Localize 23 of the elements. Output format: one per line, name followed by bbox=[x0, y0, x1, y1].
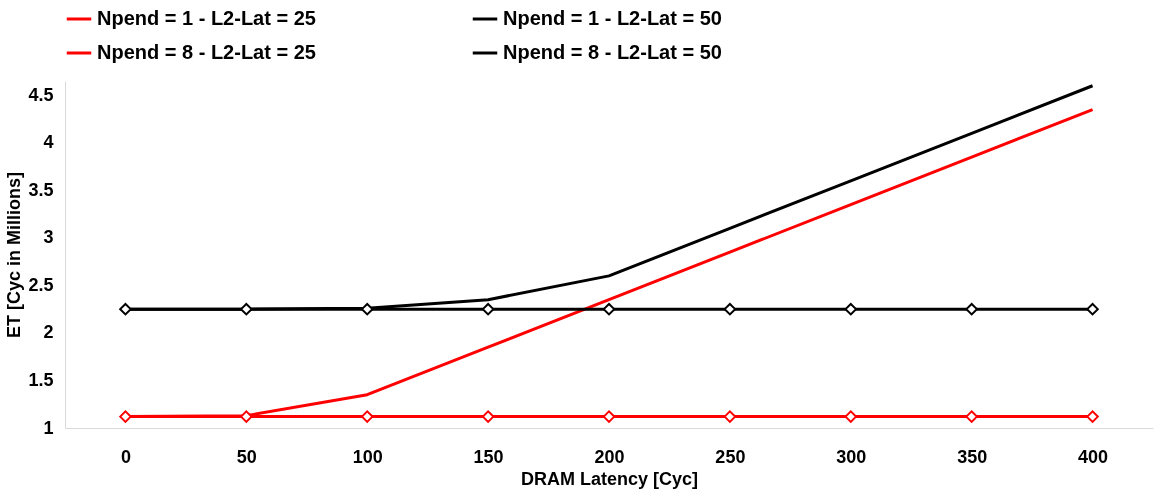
y-tick-label: 2 bbox=[43, 322, 54, 343]
y-tick-label: 3 bbox=[43, 227, 54, 248]
x-tick-label: 50 bbox=[236, 446, 257, 467]
y-axis-title: ET [Cyc in Millions] bbox=[4, 171, 25, 339]
legend-label: Npend = 8 - L2-Lat = 25 bbox=[97, 41, 316, 63]
x-tick-label: 0 bbox=[120, 446, 131, 467]
y-tick-label: 4.5 bbox=[28, 84, 54, 105]
x-tick-label: 350 bbox=[957, 446, 988, 467]
x-tick-label: 400 bbox=[1078, 446, 1109, 467]
y-tick-label: 2.5 bbox=[28, 274, 54, 295]
x-tick-label: 200 bbox=[594, 446, 625, 467]
x-tick-label: 150 bbox=[473, 446, 504, 467]
x-tick-label: 100 bbox=[352, 446, 383, 467]
y-tick-label: 4 bbox=[43, 132, 54, 153]
legend-label: Npend = 8 - L2-Lat = 50 bbox=[503, 41, 722, 63]
x-tick-label: 300 bbox=[836, 446, 867, 467]
legend-label: Npend = 1 - L2-Lat = 50 bbox=[503, 7, 722, 29]
y-tick-label: 1 bbox=[43, 417, 54, 438]
y-tick-label: 3.5 bbox=[28, 179, 54, 200]
y-tick-label: 1.5 bbox=[28, 369, 54, 390]
legend-label: Npend = 1 - L2-Lat = 25 bbox=[97, 7, 316, 29]
x-tick-label: 250 bbox=[715, 446, 746, 467]
x-axis-title: DRAM Latency [Cyc] bbox=[520, 468, 699, 489]
